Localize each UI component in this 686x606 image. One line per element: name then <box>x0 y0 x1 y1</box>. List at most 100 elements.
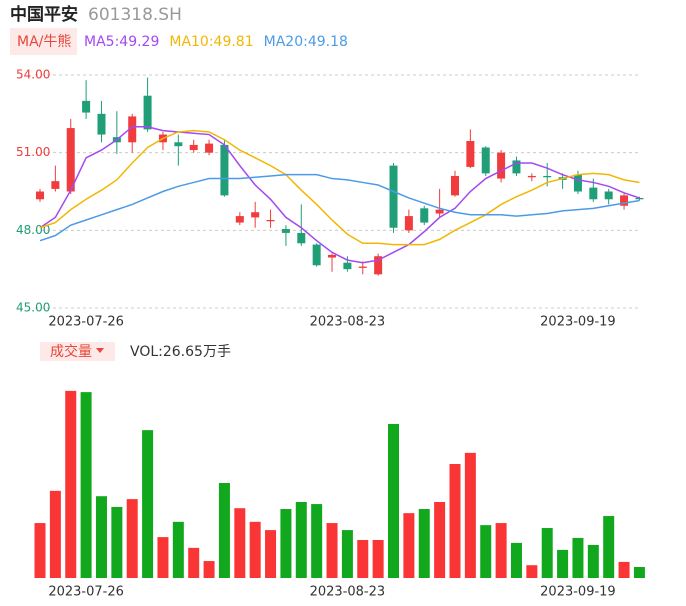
volume-bar <box>587 544 599 578</box>
candle-body <box>51 181 60 189</box>
candle-body <box>128 116 137 143</box>
candle-body <box>358 266 367 268</box>
candle-body <box>512 160 521 174</box>
vol-button[interactable]: 成交量 <box>50 343 92 360</box>
volume-bar <box>295 502 307 578</box>
candle-body <box>589 187 598 200</box>
ma-line <box>39 129 640 246</box>
candle-body <box>604 191 613 200</box>
volume-bar <box>495 523 507 578</box>
candle-body <box>266 219 275 222</box>
ma-button-bg[interactable] <box>10 28 77 55</box>
volume-bar <box>403 513 415 578</box>
x-tick-label: 2023-09-19 <box>540 315 616 330</box>
candle-body <box>466 141 475 167</box>
candle-body <box>189 144 198 151</box>
candle-body <box>420 208 429 223</box>
stock-code: 601318.SH <box>88 5 182 25</box>
candle-body <box>143 95 152 130</box>
candle-body <box>635 197 644 200</box>
candle-body <box>205 143 214 153</box>
volume-bar <box>357 540 369 578</box>
candle-body <box>343 262 352 270</box>
volume-bar <box>311 504 323 578</box>
candle-body <box>481 147 490 174</box>
volume-bar <box>618 561 630 578</box>
volume-bar <box>249 521 261 578</box>
volume-bar <box>480 525 492 578</box>
candle-body <box>235 216 244 223</box>
volume-bar <box>526 565 538 578</box>
dropdown-arrow[interactable] <box>96 348 104 353</box>
volume-bar <box>234 508 246 578</box>
volume-bar <box>172 521 184 578</box>
candle-body <box>36 191 44 200</box>
volume-bar <box>34 523 46 578</box>
candle-body <box>281 229 290 233</box>
volume-bar <box>126 499 138 578</box>
volume-bar <box>449 464 461 578</box>
ma-line <box>39 126 640 264</box>
y-tick-label: 45.00 <box>16 301 50 315</box>
volume-bar <box>372 540 384 578</box>
volume-bar <box>341 530 353 578</box>
candle-body <box>374 256 383 275</box>
stock-name: 中国平安 <box>10 4 78 25</box>
volume-bar <box>80 392 92 578</box>
candle-body <box>174 142 183 147</box>
ma-button[interactable]: MA/牛熊 <box>17 34 71 50</box>
candle-body <box>620 195 629 206</box>
legend-entry: MA5:49.29 <box>84 34 159 50</box>
volume-bar <box>388 423 400 578</box>
candle-body <box>435 209 444 214</box>
volume-bar <box>464 452 476 578</box>
volume-bar <box>326 523 338 578</box>
volume-bar <box>280 509 292 578</box>
volume-bar <box>95 496 107 578</box>
legend-entry: MA10:49.81 <box>169 34 253 50</box>
volume-bar <box>572 537 584 578</box>
x-tick-label: 2023-07-26 <box>48 315 124 330</box>
volume-bar <box>65 390 77 578</box>
y-tick-label: 51.00 <box>16 145 50 159</box>
volume-bar <box>49 490 61 578</box>
vol-button-bg[interactable] <box>40 342 115 361</box>
candle-body <box>82 100 91 113</box>
candle-body <box>297 232 306 244</box>
volume-bar <box>203 561 215 578</box>
volume-bar <box>111 506 123 578</box>
volume-bar <box>633 566 645 578</box>
volume-label: VOL:26.65万手 <box>130 344 231 360</box>
candle-body <box>389 165 398 228</box>
volume-bar <box>188 547 200 578</box>
x-tick-label: 2023-08-23 <box>310 585 386 600</box>
candle-body <box>527 175 536 178</box>
candle-body <box>220 144 229 196</box>
candle-body <box>497 152 506 179</box>
x-tick-label: 2023-09-19 <box>540 585 616 600</box>
volume-bar <box>603 516 615 578</box>
volume-bar <box>218 483 230 578</box>
volume-bar <box>418 509 430 578</box>
candle-body <box>573 174 582 192</box>
volume-bar <box>142 430 154 578</box>
y-tick-label: 54.00 <box>16 68 50 82</box>
candle-body <box>543 175 552 178</box>
ma-line <box>39 173 640 242</box>
legend-entry: MA20:49.18 <box>264 34 348 50</box>
candle-body <box>66 128 75 192</box>
volume-bar <box>434 502 446 578</box>
volume-bar <box>157 537 169 578</box>
candle-body <box>328 254 337 258</box>
candle-body <box>450 175 459 196</box>
candle-body <box>251 212 260 218</box>
volume-bar <box>510 542 522 578</box>
volume-bar <box>265 530 277 578</box>
candle-body <box>97 113 106 135</box>
x-tick-label: 2023-07-26 <box>48 585 124 600</box>
x-tick-label: 2023-08-23 <box>310 315 386 330</box>
candle-body <box>312 244 321 266</box>
volume-bar <box>541 528 553 578</box>
candle-body <box>404 216 413 231</box>
